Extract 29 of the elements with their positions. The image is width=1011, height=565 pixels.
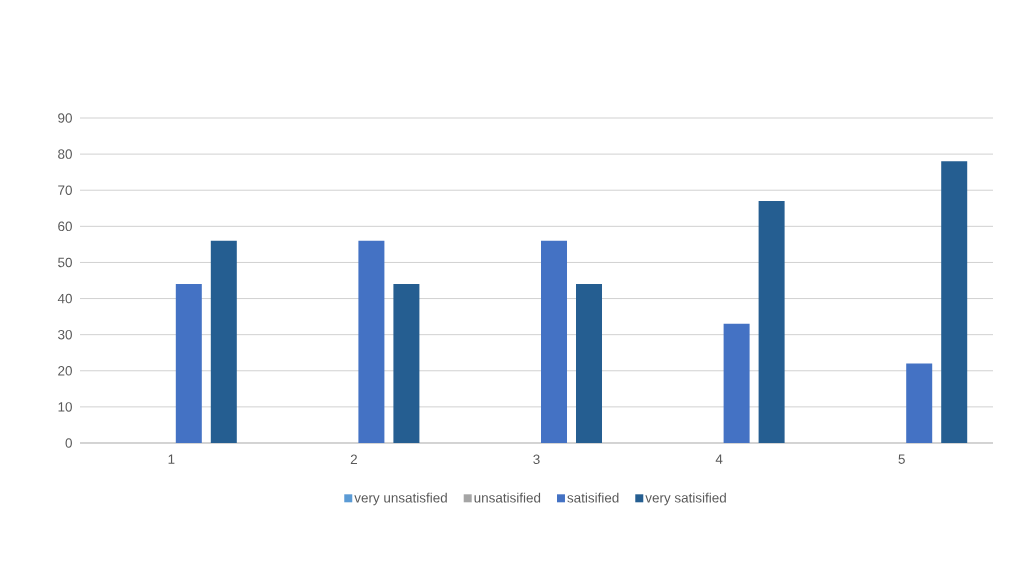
bar <box>906 363 933 443</box>
y-tick-label: 10 <box>58 402 72 412</box>
x-tick-label: 5 <box>898 454 905 464</box>
y-tick-label: 30 <box>58 329 72 340</box>
legend-label: very satisified <box>645 492 726 506</box>
legend-label: very unsatisfied <box>354 492 447 506</box>
y-tick-label: 20 <box>58 366 72 376</box>
bar <box>723 323 750 443</box>
bar <box>941 161 968 443</box>
y-tick-label: 90 <box>58 113 72 123</box>
legend-label: unsatisified <box>474 492 541 503</box>
bar <box>175 284 202 443</box>
y-tick-label: 50 <box>58 257 72 268</box>
legend-label: satisified <box>567 492 619 503</box>
x-tick-label: 2 <box>350 454 357 464</box>
bar <box>393 284 420 443</box>
bar <box>758 201 785 443</box>
y-tick-label: 80 <box>58 149 72 159</box>
y-tick-label: 40 <box>57 293 72 304</box>
bar <box>358 240 385 443</box>
y-tick-label: 60 <box>58 221 72 232</box>
x-tick-label: 4 <box>715 454 723 464</box>
x-tick-label: 3 <box>533 454 540 465</box>
y-tick-label: 0 <box>65 438 72 448</box>
bar <box>541 240 567 443</box>
bar <box>576 284 602 443</box>
x-tick-label: 1 <box>168 454 175 464</box>
y-tick-label: 70 <box>58 185 72 195</box>
bar <box>210 240 237 443</box>
